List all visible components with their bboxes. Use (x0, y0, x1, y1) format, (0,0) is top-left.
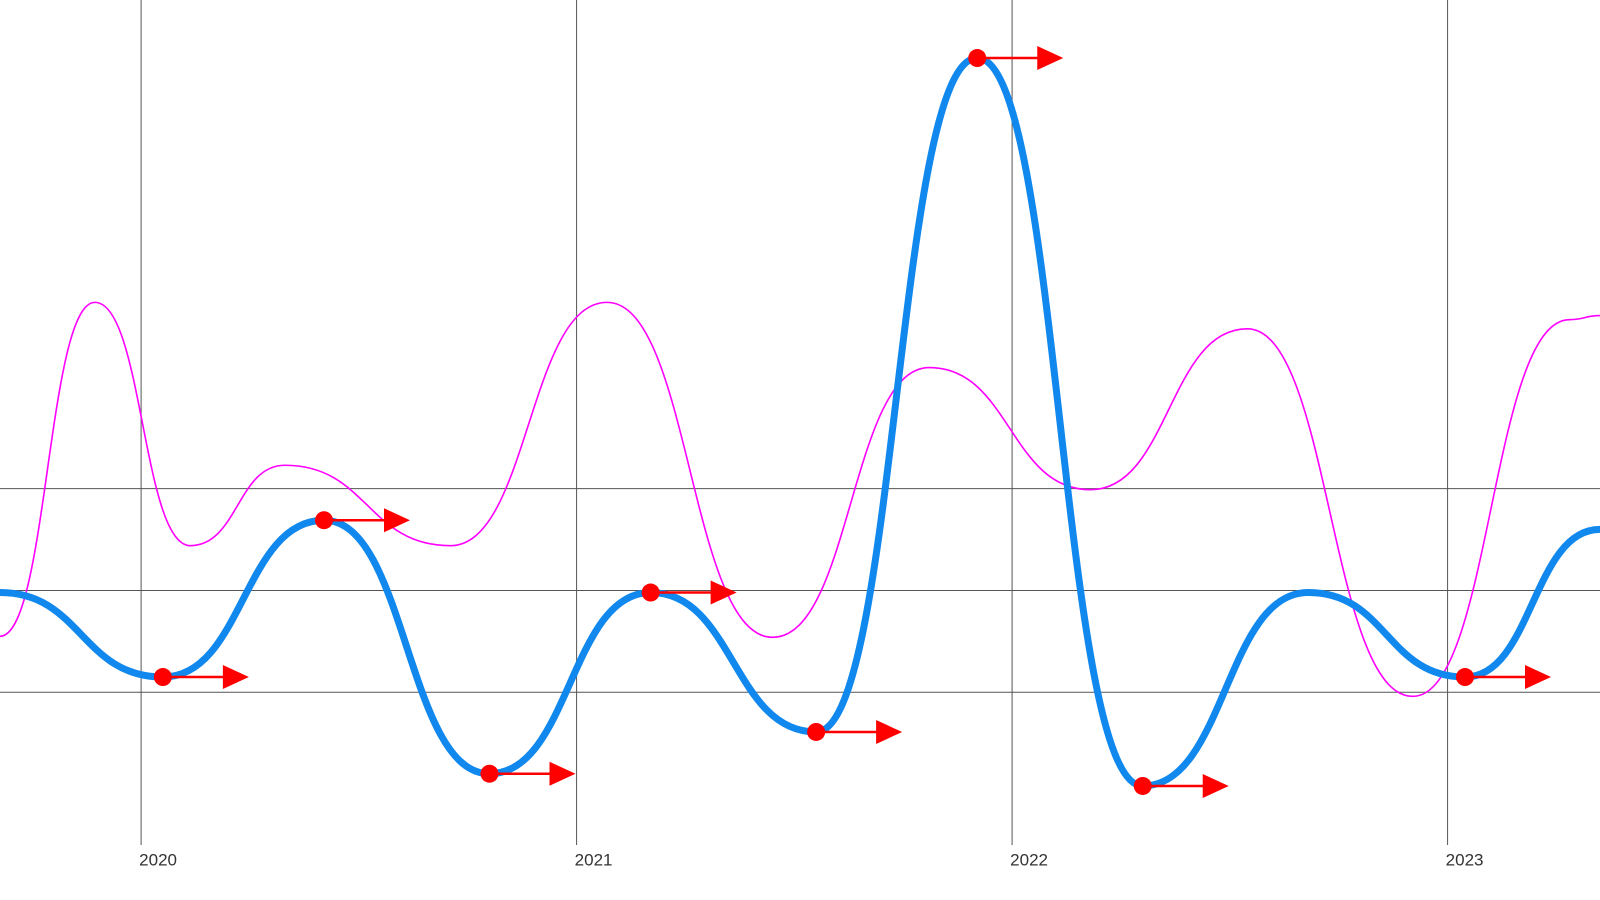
x-tick-label: 2022 (1010, 850, 1048, 869)
arrow-head (222, 665, 249, 690)
marker (480, 764, 499, 783)
marker (968, 49, 987, 68)
marker (807, 722, 826, 741)
x-tick-label: 2023 (1446, 850, 1484, 869)
marker (641, 583, 660, 602)
arrow-head (1202, 773, 1229, 798)
x-tick-label: 2020 (139, 850, 177, 869)
arrow-head (1037, 46, 1064, 71)
line-series (0, 301, 1600, 698)
marker (1455, 668, 1474, 687)
arrow-head (710, 580, 737, 605)
marker (153, 668, 172, 687)
arrow-head (1524, 665, 1551, 690)
marker (315, 511, 334, 530)
arrow-head (876, 719, 903, 744)
arrow-head (549, 761, 576, 786)
x-tick-label: 2021 (575, 850, 613, 869)
arrow-head (384, 508, 411, 533)
marker (1133, 776, 1152, 795)
